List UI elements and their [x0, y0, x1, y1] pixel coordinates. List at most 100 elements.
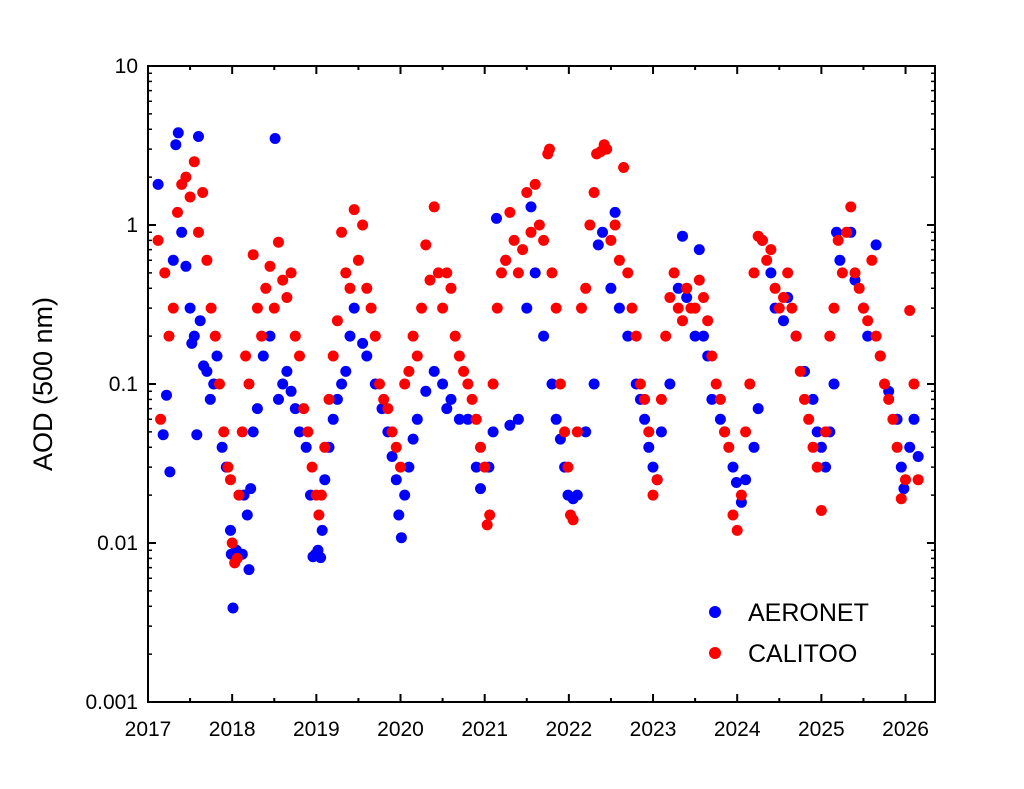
data-point-aeronet — [331, 393, 343, 405]
data-point-aeronet — [216, 441, 228, 453]
data-point-calitoo — [782, 267, 794, 279]
data-point-calitoo — [424, 274, 436, 286]
data-point-calitoo — [744, 378, 756, 390]
data-point-calitoo — [374, 378, 385, 390]
data-point-calitoo — [664, 292, 676, 303]
data-point-calitoo — [378, 393, 390, 405]
data-point-aeronet — [257, 350, 269, 362]
data-point-calitoo — [672, 302, 684, 314]
data-point-calitoo — [348, 204, 360, 216]
data-point-calitoo — [815, 505, 827, 516]
data-point-calitoo — [853, 282, 865, 294]
data-point-calitoo — [912, 474, 924, 486]
data-point-calitoo — [790, 330, 802, 342]
data-point-calitoo — [550, 302, 562, 314]
data-point-aeronet — [546, 378, 558, 390]
data-point-calitoo — [900, 474, 911, 486]
y-axis-title: AOD (500 nm) — [28, 297, 58, 471]
data-point-calitoo — [240, 350, 252, 362]
data-point-aeronet — [193, 131, 204, 142]
data-point-aeronet — [386, 451, 398, 462]
data-point-aeronet — [834, 254, 846, 266]
data-point-calitoo — [727, 509, 739, 521]
data-point-calitoo — [904, 305, 916, 316]
data-point-calitoo — [512, 267, 524, 279]
data-point-aeronet — [176, 226, 188, 238]
data-point-aeronet — [491, 212, 502, 224]
y-axis: 10 1 0.1 0.01 0.001 — [85, 55, 935, 714]
data-point-calitoo — [428, 201, 440, 213]
data-point-calitoo — [681, 282, 693, 294]
data-point-aeronet — [689, 330, 701, 342]
data-point-calitoo — [475, 441, 486, 453]
data-point-aeronet — [622, 330, 634, 342]
data-point-calitoo — [605, 234, 617, 246]
x-tick-label: 2022 — [545, 718, 592, 741]
data-point-aeronet — [815, 441, 827, 453]
data-point-calitoo — [201, 254, 213, 266]
data-point-calitoo — [740, 426, 752, 438]
data-point-calitoo — [437, 302, 449, 314]
data-point-calitoo — [651, 474, 663, 486]
data-point-calitoo — [315, 489, 327, 501]
data-point-aeronet — [157, 429, 169, 441]
data-point-calitoo — [836, 267, 848, 279]
data-point-aeronet — [399, 489, 411, 501]
data-point-aeronet — [211, 350, 223, 362]
data-point-aeronet — [172, 127, 184, 139]
data-point-calitoo — [331, 315, 343, 327]
data-point-aeronet — [521, 302, 533, 314]
data-point-calitoo — [167, 302, 179, 314]
data-point-aeronet — [512, 413, 524, 425]
data-point-aeronet — [504, 419, 516, 431]
data-point-calitoo — [445, 282, 457, 294]
legend-label-calitoo: CALITOO — [748, 640, 857, 668]
data-point-aeronet — [170, 139, 182, 151]
x-tick-label: 2024 — [714, 718, 761, 741]
data-point-aeronet — [225, 524, 236, 536]
data-point-aeronet — [164, 466, 176, 478]
data-point-aeronet — [281, 365, 293, 377]
data-point-calitoo — [862, 315, 874, 327]
data-point-aeronet — [167, 254, 179, 266]
data-point-calitoo — [243, 378, 255, 390]
data-point-calitoo — [218, 426, 230, 438]
data-point-calitoo — [748, 267, 760, 279]
data-point-calitoo — [554, 378, 566, 390]
data-point-calitoo — [613, 254, 625, 266]
data-point-aeronet — [227, 602, 239, 614]
data-point-calitoo — [222, 461, 234, 473]
data-point-calitoo — [756, 234, 768, 246]
data-point-calitoo — [525, 226, 537, 238]
data-point-aeronet — [811, 426, 823, 438]
data-point-aeronet — [693, 244, 705, 256]
data-point-calitoo — [601, 143, 613, 155]
data-point-calitoo — [336, 226, 348, 238]
data-point-aeronet — [706, 393, 718, 405]
data-point-calitoo — [386, 426, 398, 438]
data-point-aeronet — [393, 509, 405, 521]
data-point-calitoo — [626, 302, 638, 314]
data-point-aeronet — [677, 230, 688, 242]
data-point-aeronet — [730, 477, 742, 488]
data-point-calitoo — [357, 219, 369, 231]
data-point-aeronet — [348, 302, 360, 314]
data-point-calitoo — [803, 413, 815, 425]
data-point-calitoo — [769, 282, 781, 294]
x-tick-label: 2019 — [293, 718, 340, 741]
data-point-aeronet — [462, 413, 474, 425]
data-point-aeronet — [748, 441, 760, 453]
data-point-calitoo — [908, 378, 920, 390]
data-point-calitoo — [491, 302, 503, 314]
data-point-calitoo — [794, 365, 806, 377]
data-point-calitoo — [159, 267, 171, 279]
data-point-calitoo — [416, 302, 428, 314]
series-aeronet — [152, 127, 924, 614]
x-axis: 2017 2018 2019 2020 2021 2022 2023 2024 2025 2026 — [125, 66, 929, 741]
data-point-calitoo — [609, 219, 621, 231]
data-point-aeronet — [428, 365, 440, 377]
data-point-calitoo — [323, 393, 335, 405]
data-point-aeronet — [898, 483, 910, 495]
data-point-calitoo — [481, 519, 493, 531]
